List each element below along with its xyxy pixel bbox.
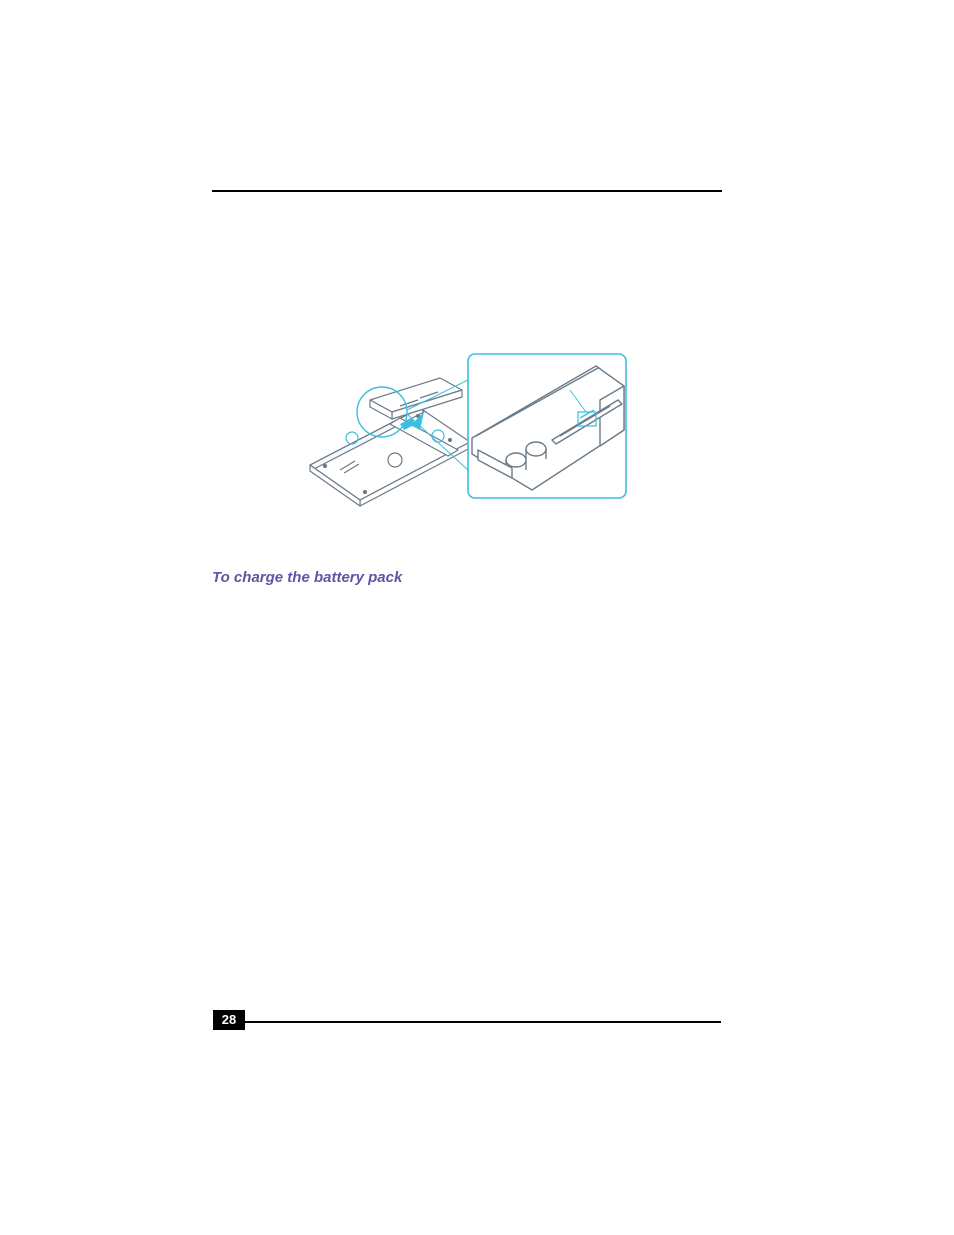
header-rule — [212, 190, 722, 192]
document-page: To charge the battery pack 28 — [0, 0, 954, 1235]
footer-rule — [245, 1021, 721, 1023]
page-number: 28 — [213, 1010, 245, 1030]
battery-insert-diagram — [300, 350, 630, 510]
section-heading: To charge the battery pack — [212, 569, 402, 586]
